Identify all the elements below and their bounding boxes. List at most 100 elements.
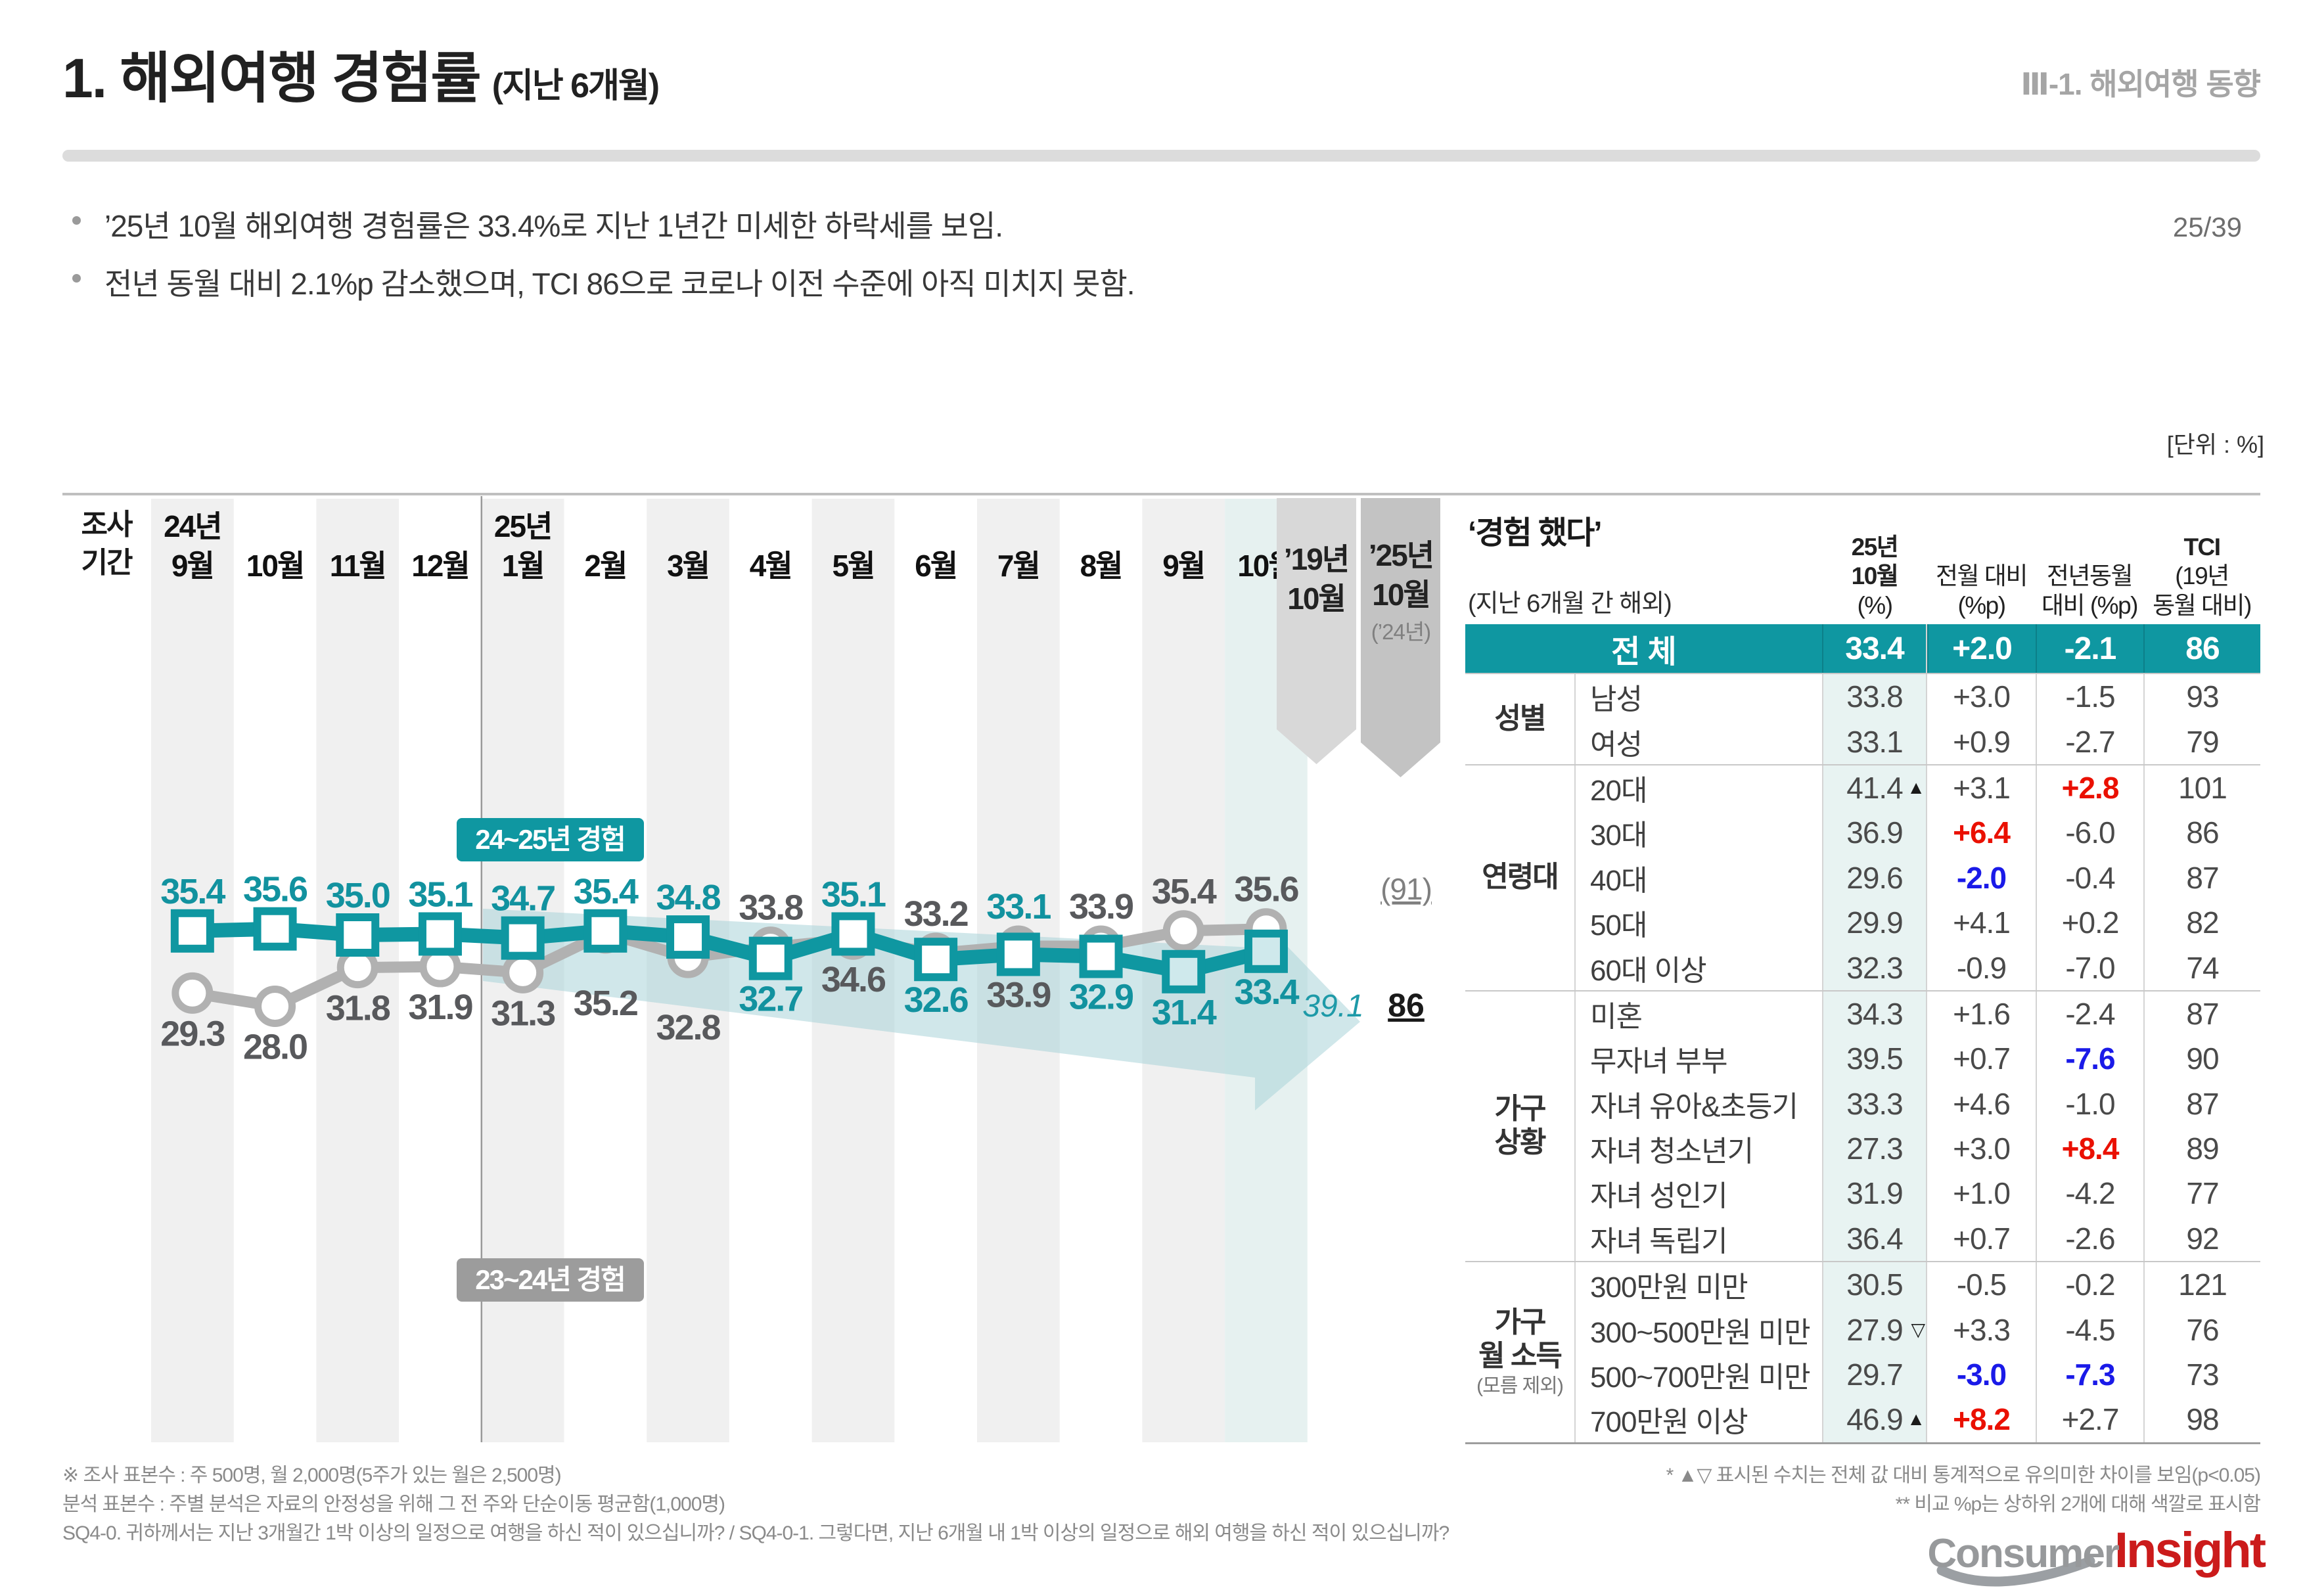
footnote-line: ※ 조사 표본수 : 주 500명, 월 2,000명(5주가 있는 월은 2,…	[62, 1465, 562, 1486]
total-mom: +2.0	[1927, 624, 2036, 673]
bullet-dot-icon	[72, 216, 81, 225]
row-label: 50대	[1574, 900, 1822, 946]
cell-mom: -2.0	[1956, 860, 2007, 895]
table-row: 20대 41.4 ▲ +3.1 +2.8 101	[1574, 765, 2260, 811]
cell-value: 33.8	[1822, 674, 1927, 719]
data-label: 32.6	[904, 980, 969, 1020]
table-row: 자녀 성인기 31.9 +1.0 -4.2 77	[1574, 1171, 2260, 1216]
month-label: 1월	[502, 549, 544, 583]
data-point-square	[583, 909, 628, 953]
data-label: 33.9	[1069, 887, 1133, 926]
row-label: 300만원 미만	[1574, 1262, 1822, 1308]
ribbon-25oct	[1361, 498, 1440, 777]
cell-value: 27.3	[1822, 1126, 1927, 1172]
row-label: 자녀 독립기	[1574, 1216, 1822, 1262]
group-rows: 남성 33.8 +3.0 -1.5 93 여성 33.1 +0.9 -2.7 79	[1574, 674, 2260, 764]
ribbon-19oct-label: 10월	[1287, 581, 1345, 616]
table-row: 자녀 유아&초등기 33.3 +4.6 -1.0 87	[1574, 1081, 2260, 1126]
cell-mom: +4.6	[1953, 1086, 2011, 1121]
column-header-line: 동월 대비)	[2153, 591, 2252, 619]
group-label: 가구 상황	[1465, 992, 1574, 1261]
table-group: 가구 월 소득 (모름 제외) 300만원 미만 30.5 -0.5 -0.2 121 300~…	[1465, 1261, 2260, 1444]
column-header: 전년동월 대비 (%p)	[2036, 562, 2143, 620]
cell-mom: +3.3	[1953, 1312, 2011, 1347]
legend-pill	[457, 818, 644, 861]
cell-tci: 77	[2143, 1171, 2260, 1216]
month-year-label: 24년	[164, 509, 221, 543]
month-label: 4월	[750, 549, 792, 583]
data-label: 33.2	[904, 894, 968, 934]
data-label: 28.0	[243, 1028, 307, 1067]
data-label: 34.8	[656, 878, 720, 917]
cell-mom: +4.1	[1953, 905, 2011, 940]
data-label: 35.4	[160, 872, 225, 911]
table-body: 전 체 33.4 +2.0 -2.1 86 성별 남성 33.8 +3.0 -1.5 93 여성 33.…	[1465, 624, 2260, 1444]
logo-insight-text: Insight	[2114, 1522, 2266, 1578]
cell-mom: +0.7	[1953, 1221, 2011, 1256]
group-label-line: 상황	[1494, 1126, 1547, 1158]
cell-value: 41.4 ▲	[1822, 765, 1927, 811]
significant-up-icon: ▲	[1907, 1409, 1925, 1430]
cell-tci: 121	[2143, 1262, 2260, 1308]
cell-mom: -0.5	[1956, 1267, 2007, 1302]
data-point-square	[831, 912, 875, 956]
cell-value: 34.3	[1822, 991, 1927, 1037]
row-label: 여성	[1574, 719, 1822, 764]
month-label: 7월	[997, 549, 1039, 583]
group-rows: 20대 41.4 ▲ +3.1 +2.8 101 30대 36.9 +6.4 -6.0 86 40대 2…	[1574, 765, 2260, 990]
data-point-square	[501, 916, 545, 960]
cell-mom: +1.0	[1953, 1176, 2011, 1211]
group-label: 가구 월 소득 (모름 제외)	[1465, 1262, 1574, 1442]
total-value: 33.4	[1822, 624, 1927, 673]
total-tci: 86	[2143, 624, 2260, 673]
table-row: 50대 29.9 +4.1 +0.2 82	[1574, 900, 2260, 946]
data-point-square	[418, 912, 462, 956]
data-label: 33.8	[739, 888, 803, 928]
section-label: Ⅲ-1. 해외여행 동향	[2020, 67, 2261, 101]
data-label: 35.4	[574, 872, 639, 911]
data-label: 33.1	[986, 887, 1051, 926]
cell-tci: 76	[2143, 1307, 2260, 1352]
footnote-line: 분석 표본수 : 주별 분석은 자료의 안정성을 위해 그 전 주와 단순이동 …	[62, 1493, 725, 1515]
cell-value: 46.9 ▲	[1822, 1397, 1927, 1442]
data-label: 35.1	[821, 875, 886, 914]
data-label: 34.7	[491, 879, 555, 919]
cell-yoy: -0.4	[2036, 855, 2143, 900]
month-label: 12월	[411, 549, 469, 583]
data-label: 33.4	[1234, 972, 1299, 1012]
row-label: 30대	[1574, 810, 1822, 855]
cell-value: 29.7	[1822, 1352, 1927, 1398]
cell-value: 32.3	[1822, 945, 1927, 990]
row-label: 60대 이상	[1574, 945, 1822, 990]
data-label: 31.8	[326, 989, 390, 1028]
cell-tci: 73	[2143, 1352, 2260, 1398]
legend-label: 24~25년 경험	[475, 824, 625, 855]
data-point-square	[253, 907, 297, 951]
cell-yoy: +8.4	[2036, 1126, 2143, 1172]
legend-label: 23~24년 경험	[475, 1264, 625, 1295]
unit-note: [단위 : %]	[2166, 431, 2264, 458]
footnote-line: SQ4-0. 귀하께서는 지난 3개월간 1박 이상의 일정으로 여행을 하신 …	[62, 1522, 1449, 1544]
cell-yoy: +0.2	[2036, 900, 2143, 946]
group-label-line: 월 소득	[1478, 1339, 1563, 1372]
cell-yoy: -6.0	[2036, 810, 2143, 855]
legend-pill	[457, 1258, 644, 1302]
table-row: 500~700만원 미만 29.7 -3.0 -7.3 73	[1574, 1352, 2260, 1398]
content-top-rule	[62, 493, 2260, 495]
data-label: 35.6	[1234, 870, 1298, 909]
bullet-item: 전년 동월 대비 2.1%p 감소했으며, TCI 86으로 코로나 이전 수준…	[72, 260, 1978, 304]
total-label: 전 체	[1611, 635, 1677, 670]
table-header: ‘경험 했다’ (지난 6개월 간 해외) 25년 10월 (%) 전월 대비 (%p)…	[1465, 496, 2260, 624]
column-header-line: 전년동월	[2046, 562, 2134, 590]
row-label: 자녀 성인기	[1574, 1171, 1822, 1216]
data-point-square	[666, 915, 710, 959]
month-label: 8월	[1080, 549, 1122, 583]
data-label: 35.6	[243, 870, 308, 909]
cell-mom: +3.0	[1953, 1131, 2011, 1166]
cell-value: 36.4	[1822, 1216, 1927, 1262]
data-point-square	[170, 909, 214, 953]
bullet-text: 전년 동월 대비 2.1%p 감소했으며, TCI 86으로 코로나 이전 수준…	[104, 267, 1135, 301]
cell-tci: 92	[2143, 1216, 2260, 1262]
cell-mom: +3.0	[1953, 679, 2011, 714]
group-sublabel: (모름 제외)	[1476, 1375, 1564, 1398]
